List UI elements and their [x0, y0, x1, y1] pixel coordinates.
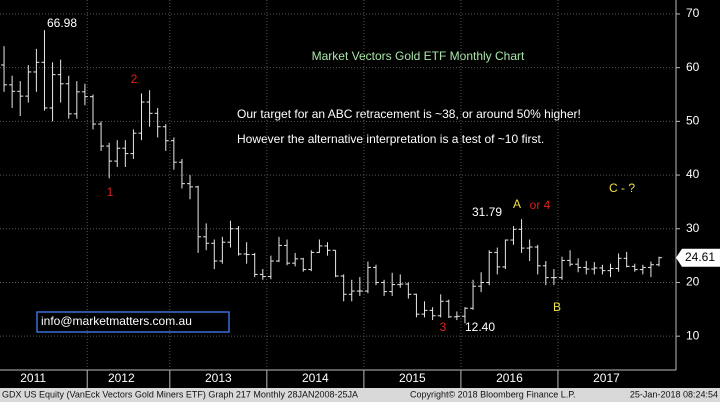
y-tick-label: 40: [686, 167, 700, 181]
annotation: C - ?: [609, 181, 635, 195]
x-tick-label: 2011: [20, 371, 46, 385]
y-tick-label: 30: [686, 221, 700, 235]
x-tick-label: 2013: [205, 371, 232, 385]
annotation: B: [553, 300, 561, 314]
annotation: 12.40: [465, 320, 495, 334]
last-price-label: 24.61: [685, 250, 715, 264]
annotation: 1: [107, 185, 114, 199]
footer-left: GDX US Equity (VanEck Vectors Gold Miner…: [2, 389, 358, 399]
footer-right: 25-Jan-2018 08:24:54: [630, 389, 718, 399]
contact: info@marketmatters.com.au: [41, 314, 192, 328]
footer-center: Copyright© 2018 Bloomberg Finance L.P.: [410, 389, 576, 399]
annotation: A: [513, 197, 521, 211]
x-tick-label: 2017: [593, 371, 620, 385]
x-tick-label: 2016: [496, 371, 523, 385]
subtitle: However the alternative interpretation i…: [237, 132, 544, 146]
x-tick-label: 2012: [108, 371, 135, 385]
x-tick-label: 2014: [302, 371, 329, 385]
annotation: or 4: [530, 198, 551, 212]
y-tick-label: 20: [686, 275, 700, 289]
y-tick-label: 50: [686, 114, 700, 128]
x-tick-label: 2015: [399, 371, 426, 385]
y-tick-label: 70: [686, 6, 700, 20]
annotation: 3: [440, 320, 447, 334]
annotation: 2: [131, 72, 138, 86]
contact-box: [36, 311, 230, 333]
footer-band: [0, 388, 720, 402]
annotation: 66.98: [47, 16, 77, 30]
y-tick-label: 10: [686, 328, 700, 342]
last-price-tag: [676, 248, 720, 267]
annotation: 31.79: [472, 205, 502, 219]
subtitle: Our target for an ABC retracement is ~38…: [237, 107, 581, 121]
chart-title: Market Vectors Gold ETF Monthly Chart: [312, 49, 525, 63]
y-tick-label: 60: [686, 60, 700, 74]
